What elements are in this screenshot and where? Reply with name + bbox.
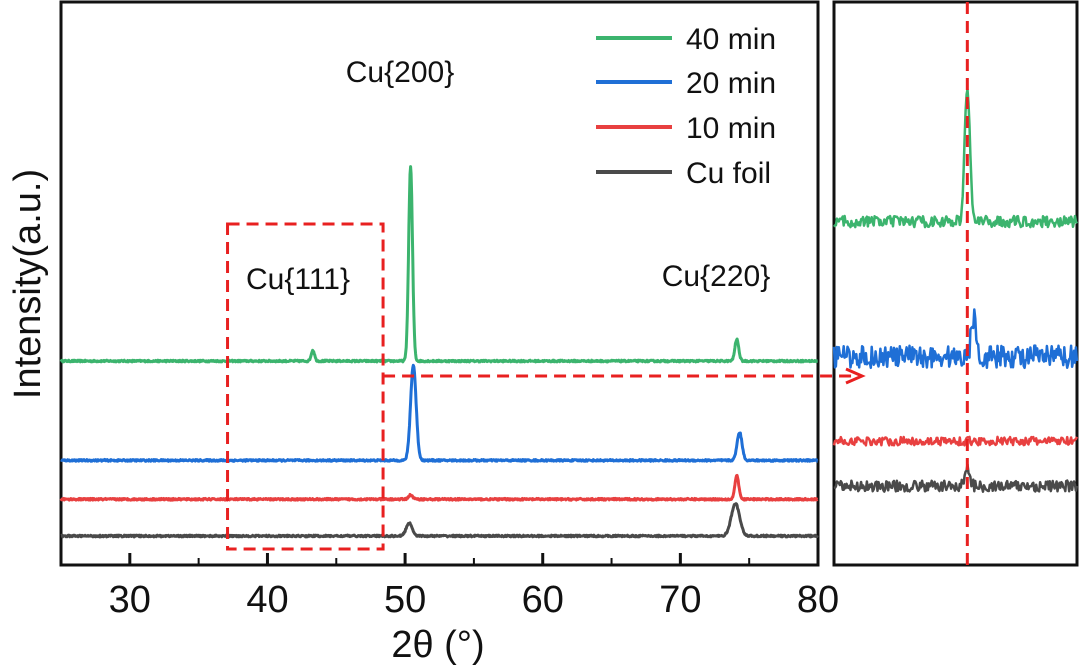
x-tick-label-50: 50 [384,579,426,621]
main-series-10-min [59,473,819,502]
main-series-40-min [59,165,819,364]
x-tick-label-70: 70 [659,579,701,621]
annotation-cu200: Cu{200} [346,56,454,89]
x-tick-label-30: 30 [109,579,151,621]
inset-series-10-min [832,435,1079,447]
x-axis-ticks: 30 40 50 60 70 80 [60,553,839,621]
legend-label-40min: 40 min [686,23,776,56]
annotation-overlays [226,2,969,565]
annotation-cu111: Cu{111} [246,263,350,296]
highlight-box [226,222,385,551]
legend-label-20min: 20 min [686,67,776,100]
main-series-group [59,165,819,539]
inset-plot-frame [832,0,1079,567]
main-series-20-min [60,363,819,463]
main-plot-frame [59,0,820,567]
zoom-arrow-head [845,367,866,385]
annotation-cu220: Cu{220} [662,260,770,293]
legend-label-cufoil: Cu foil [686,157,771,190]
inset-series-20-min [832,308,1079,370]
legend-label-10min: 10 min [686,112,776,145]
legend: 40 min 20 min 10 min Cu foil [596,23,776,190]
y-axis-label: Intensity(a.u.) [7,169,49,399]
inset-series-group [832,88,1079,493]
inset-series-40-min [833,88,1078,229]
x-tick-label-80: 80 [797,579,839,621]
x-tick-label-60: 60 [522,579,564,621]
x-tick-label-40: 40 [246,579,288,621]
main-series-cu-foil [60,502,819,539]
x-axis-label: 2θ (°) [391,624,484,666]
inset-series-cu-foil [833,463,1079,493]
